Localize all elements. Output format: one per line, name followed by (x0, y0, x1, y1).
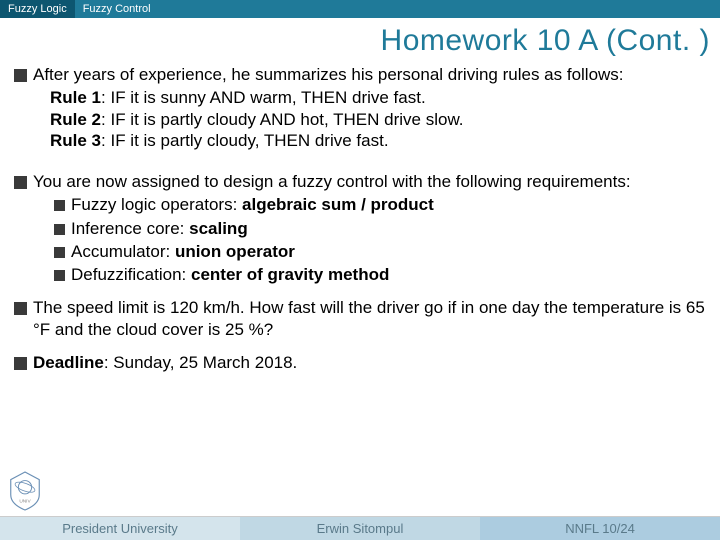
bullet-question: The speed limit is 120 km/h. How fast wi… (14, 297, 706, 340)
bullet-icon (14, 176, 27, 189)
bullet-text: After years of experience, he summarizes… (33, 64, 624, 85)
slide-title: Homework 10 A (Cont. ) (0, 18, 720, 60)
req-1: Fuzzy logic operators: algebraic sum / p… (54, 194, 706, 215)
rule-3: Rule 3: IF it is partly cloudy, THEN dri… (50, 130, 706, 151)
bullet-icon (54, 200, 65, 211)
bullet-intro: After years of experience, he summarizes… (14, 64, 706, 85)
footer: President University Erwin Sitompul NNFL… (0, 516, 720, 540)
footer-right: NNFL 10/24 (480, 516, 720, 540)
req-2: Inference core: scaling (54, 218, 706, 239)
bullet-icon (54, 247, 65, 258)
tab-fuzzy-control[interactable]: Fuzzy Control (75, 0, 159, 18)
req-3: Accumulator: union operator (54, 241, 706, 262)
rules-block: Rule 1: IF it is sunny AND warm, THEN dr… (50, 87, 706, 151)
bullet-text: You are now assigned to design a fuzzy c… (33, 171, 631, 192)
bullet-icon (14, 69, 27, 82)
bullet-text: The speed limit is 120 km/h. How fast wi… (33, 297, 706, 340)
footer-left: President University (0, 516, 240, 540)
university-logo-icon: UNIV (6, 470, 44, 512)
footer-mid: Erwin Sitompul (240, 516, 480, 540)
rule-1: Rule 1: IF it is sunny AND warm, THEN dr… (50, 87, 706, 108)
bullet-icon (54, 224, 65, 235)
bullet-icon (54, 270, 65, 281)
tab-fuzzy-logic[interactable]: Fuzzy Logic (0, 0, 75, 18)
bullet-deadline: Deadline: Sunday, 25 March 2018. (14, 352, 706, 373)
rule-2: Rule 2: IF it is partly cloudy AND hot, … (50, 109, 706, 130)
header-bar: Fuzzy Logic Fuzzy Control (0, 0, 720, 18)
bullet-icon (14, 302, 27, 315)
bullet-text: Deadline: Sunday, 25 March 2018. (33, 352, 297, 373)
slide-content: After years of experience, he summarizes… (0, 60, 720, 373)
bullet-requirements: You are now assigned to design a fuzzy c… (14, 171, 706, 192)
svg-text:UNIV: UNIV (19, 498, 31, 504)
bullet-icon (14, 357, 27, 370)
req-4: Defuzzification: center of gravity metho… (54, 264, 706, 285)
